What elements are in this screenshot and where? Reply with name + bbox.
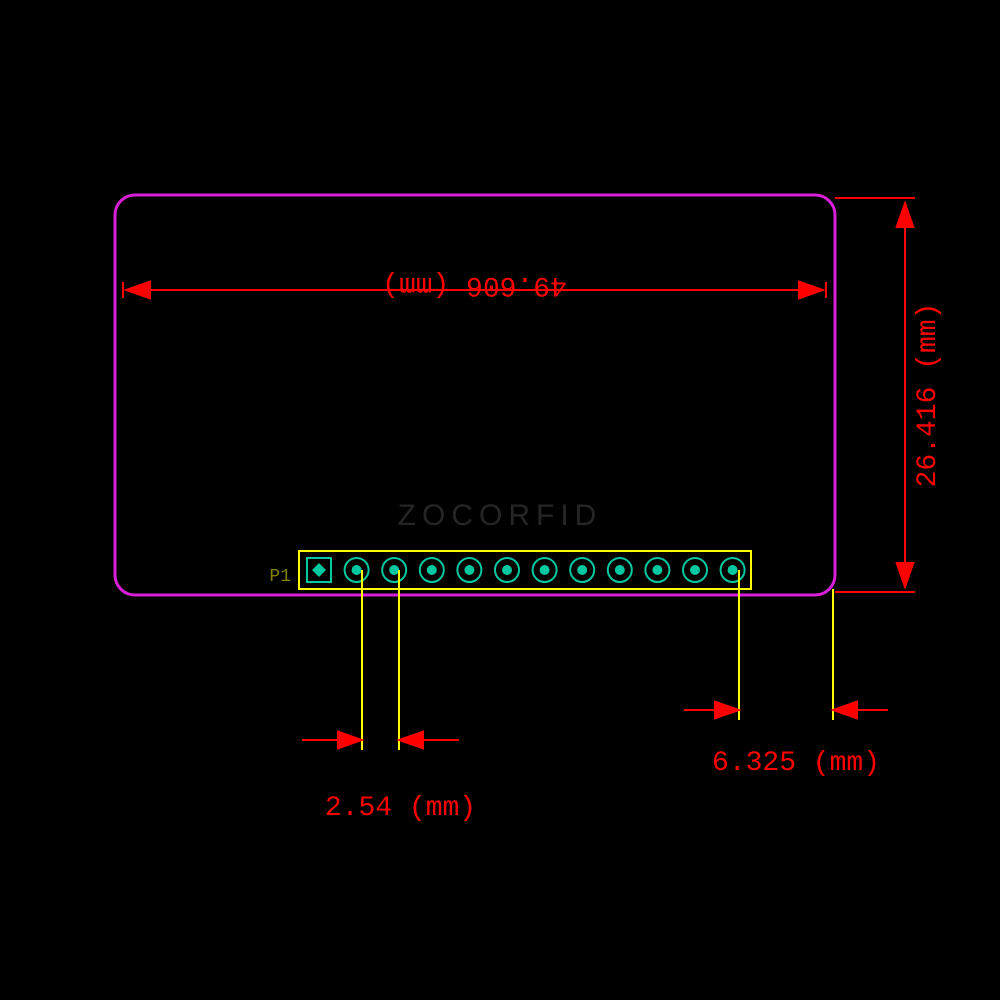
dim-width-label: 49.606 (mm)	[382, 269, 567, 300]
pin-7-hole	[540, 565, 550, 575]
watermark: ZOCORFID	[398, 499, 603, 532]
dim-offset-label: 6.325 (mm)	[712, 748, 880, 779]
pin-2-hole	[352, 565, 362, 575]
pin-11-hole	[690, 565, 700, 575]
board-outline	[115, 195, 835, 595]
connector-label: P1	[269, 567, 291, 587]
pin-3-hole	[389, 565, 399, 575]
pcb-diagram: 49.606 (mm) 26.416 (mm) P1 2.54 (mm) 6.325 (…	[0, 0, 1000, 1000]
pin-10-hole	[652, 565, 662, 575]
pin-6-hole	[502, 565, 512, 575]
dim-pitch-label: 2.54 (mm)	[325, 793, 476, 824]
pin-4-hole	[427, 565, 437, 575]
pin-12-hole	[728, 565, 738, 575]
pin-1-marker	[312, 563, 326, 577]
pin-9-hole	[615, 565, 625, 575]
pin-8-hole	[577, 565, 587, 575]
dim-height-label: 26.416 (mm)	[913, 303, 944, 488]
pin-5-hole	[464, 565, 474, 575]
